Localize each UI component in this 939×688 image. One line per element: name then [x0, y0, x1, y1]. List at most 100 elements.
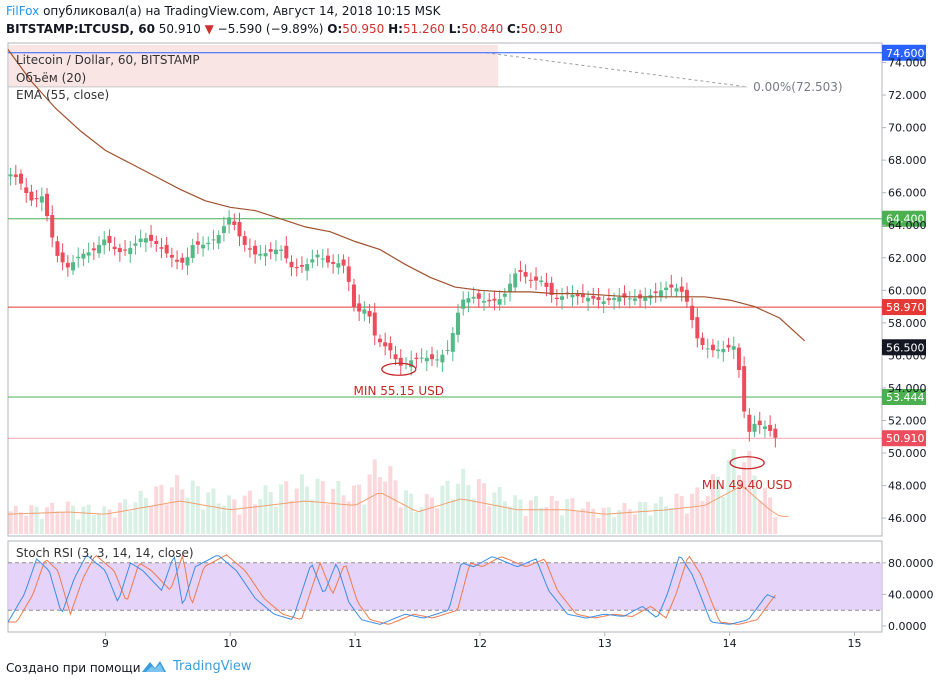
candle[interactable]	[674, 288, 679, 292]
candle[interactable]	[632, 298, 637, 301]
candle[interactable]	[518, 270, 523, 272]
candle[interactable]	[414, 357, 419, 359]
candle[interactable]	[497, 299, 502, 305]
candle[interactable]	[232, 221, 237, 225]
min-annotation[interactable]: MIN 49.40 USD	[702, 478, 793, 492]
candle[interactable]	[534, 276, 539, 281]
candle[interactable]	[331, 261, 336, 264]
candle[interactable]	[435, 359, 440, 361]
candle[interactable]	[175, 259, 180, 262]
candle[interactable]	[726, 344, 731, 348]
candle[interactable]	[273, 249, 278, 255]
min-ellipse[interactable]	[729, 456, 765, 470]
candle[interactable]	[575, 294, 580, 297]
candle[interactable]	[617, 297, 622, 302]
candle[interactable]	[492, 298, 497, 301]
candle[interactable]	[508, 283, 513, 293]
candle[interactable]	[294, 266, 299, 269]
candle[interactable]	[242, 236, 247, 245]
stoch-k-line[interactable]	[7, 555, 776, 625]
candle[interactable]	[97, 244, 102, 254]
candle[interactable]	[76, 256, 81, 259]
min-ellipse[interactable]	[381, 362, 417, 376]
candle[interactable]	[216, 235, 221, 244]
candle[interactable]	[206, 242, 211, 245]
candle[interactable]	[554, 297, 559, 300]
candle[interactable]	[580, 293, 585, 298]
ema-legend[interactable]: EMA (55, close)	[16, 88, 110, 102]
candle[interactable]	[123, 249, 128, 251]
candle[interactable]	[221, 226, 226, 234]
candle[interactable]	[513, 273, 518, 288]
candle[interactable]	[336, 263, 341, 268]
candle[interactable]	[299, 265, 304, 267]
candle[interactable]	[279, 249, 284, 251]
candle[interactable]	[456, 312, 461, 335]
candle[interactable]	[710, 344, 715, 351]
candle[interactable]	[112, 246, 117, 250]
candle[interactable]	[736, 347, 741, 371]
candle[interactable]	[383, 342, 388, 347]
candle[interactable]	[752, 423, 757, 432]
candle[interactable]	[482, 300, 487, 303]
candle[interactable]	[690, 305, 695, 321]
candle[interactable]	[768, 425, 773, 431]
candle[interactable]	[185, 257, 190, 266]
candle[interactable]	[622, 293, 627, 298]
candle[interactable]	[86, 252, 91, 256]
candle[interactable]	[19, 173, 24, 184]
candle[interactable]	[8, 174, 13, 177]
candle[interactable]	[154, 241, 159, 244]
candle[interactable]	[91, 248, 96, 251]
candle[interactable]	[195, 241, 200, 245]
tradingview-link[interactable]: TradingView	[141, 658, 252, 674]
candle[interactable]	[180, 257, 185, 263]
volume-legend[interactable]: Объём (20)	[16, 71, 87, 85]
candle[interactable]	[34, 198, 39, 200]
candle[interactable]	[560, 296, 565, 300]
candle[interactable]	[263, 253, 268, 257]
candle[interactable]	[591, 295, 596, 299]
candle[interactable]	[461, 299, 466, 309]
candle[interactable]	[627, 298, 632, 300]
candle[interactable]	[320, 258, 325, 260]
candle[interactable]	[612, 298, 617, 300]
candle[interactable]	[450, 333, 455, 352]
candle[interactable]	[528, 279, 533, 281]
candle[interactable]	[762, 426, 767, 429]
candle[interactable]	[268, 249, 273, 252]
candle[interactable]	[716, 349, 721, 352]
candle[interactable]	[310, 259, 315, 263]
candle[interactable]	[39, 196, 44, 203]
candle[interactable]	[721, 348, 726, 353]
candle[interactable]	[81, 253, 86, 259]
candle[interactable]	[367, 310, 372, 317]
candle[interactable]	[398, 357, 403, 366]
candle[interactable]	[601, 301, 606, 305]
candle[interactable]	[159, 247, 164, 249]
candle[interactable]	[445, 349, 450, 351]
candle[interactable]	[289, 261, 294, 268]
candle[interactable]	[201, 244, 206, 249]
candle[interactable]	[357, 303, 362, 312]
candle[interactable]	[190, 244, 195, 258]
candle[interactable]	[643, 297, 648, 301]
candle[interactable]	[466, 298, 471, 303]
candle[interactable]	[700, 337, 705, 346]
candle[interactable]	[429, 354, 434, 360]
candle[interactable]	[315, 254, 320, 258]
candle[interactable]	[24, 187, 29, 194]
candle[interactable]	[102, 239, 107, 246]
candle[interactable]	[502, 293, 507, 297]
candle[interactable]	[45, 193, 50, 217]
author-link[interactable]: FilFox	[6, 4, 40, 18]
stoch-legend[interactable]: Stoch RSI (3, 3, 14, 14, close)	[16, 546, 194, 560]
candle[interactable]	[253, 245, 258, 255]
candle[interactable]	[143, 238, 148, 243]
candle[interactable]	[362, 309, 367, 314]
candle[interactable]	[377, 338, 382, 343]
candle[interactable]	[13, 174, 18, 177]
candle[interactable]	[388, 343, 393, 351]
price-chart[interactable]: 0.00%(72.503) 74.600 64.400 58.970 56.500 53…	[0, 0, 939, 650]
candle[interactable]	[138, 238, 143, 243]
